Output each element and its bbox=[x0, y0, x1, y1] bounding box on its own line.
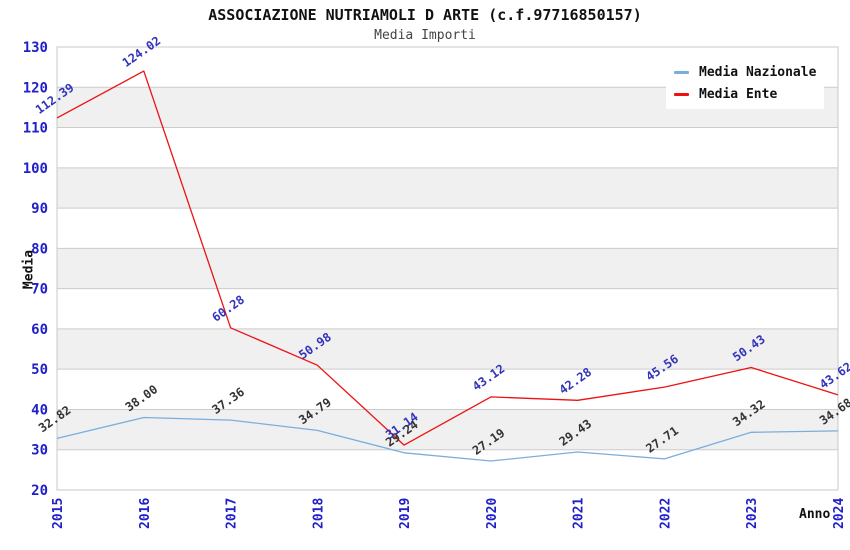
x-tick-label: 2021 bbox=[572, 498, 587, 529]
media-ente-line-swatch-icon bbox=[674, 92, 689, 96]
legend-label: Media Nazionale bbox=[699, 64, 817, 80]
chart-legend: Media Nazionale Media Ente bbox=[666, 57, 825, 109]
x-tick-label: 2020 bbox=[485, 498, 500, 529]
x-axis-title: Anno bbox=[799, 507, 831, 522]
legend-label: Media Ente bbox=[699, 86, 778, 102]
x-tick-label: 2023 bbox=[745, 498, 760, 529]
x-tick-label: 2017 bbox=[225, 498, 240, 529]
x-tick-label: 2016 bbox=[138, 498, 153, 529]
y-tick-label: 70 bbox=[31, 282, 48, 298]
chart-title: ASSOCIAZIONE NUTRIAMOLI D ARTE (c.f.9771… bbox=[208, 6, 642, 24]
series-line-media-ente bbox=[56, 70, 839, 446]
y-tick-label: 90 bbox=[31, 201, 48, 217]
x-tick-label: 2024 bbox=[832, 498, 847, 529]
x-tick-label: 2018 bbox=[311, 498, 326, 529]
y-tick-label: 100 bbox=[23, 161, 48, 177]
media-nazionale-line-swatch-icon bbox=[674, 70, 689, 74]
plot-border bbox=[56, 46, 839, 491]
plot-band bbox=[57, 208, 838, 249]
x-tick-label: 2022 bbox=[658, 498, 673, 529]
plot-band bbox=[57, 369, 838, 410]
y-tick-label: 20 bbox=[31, 483, 48, 499]
y-tick-label: 40 bbox=[31, 402, 48, 418]
plot-band bbox=[57, 409, 838, 450]
plot-band bbox=[57, 127, 838, 168]
plot-band bbox=[57, 167, 838, 209]
plot-band bbox=[57, 328, 838, 370]
plot-band bbox=[57, 248, 838, 289]
series-line-media-nazionale bbox=[56, 416, 839, 462]
legend-item-media-ente: Media Ente bbox=[674, 83, 816, 105]
y-tick-label: 30 bbox=[31, 443, 48, 459]
chart-subtitle: Media Importi bbox=[374, 28, 476, 43]
y-tick-label: 60 bbox=[31, 322, 48, 338]
y-tick-label: 130 bbox=[23, 40, 48, 56]
plot-band bbox=[57, 449, 838, 490]
x-tick-label: 2019 bbox=[398, 498, 413, 529]
y-tick-label: 120 bbox=[23, 80, 48, 96]
legend-item-media-nazionale: Media Nazionale bbox=[674, 61, 816, 83]
y-tick-label: 50 bbox=[31, 362, 48, 378]
plot-band bbox=[57, 288, 838, 329]
y-tick-label: 110 bbox=[23, 121, 48, 137]
y-tick-label: 80 bbox=[31, 241, 48, 257]
x-tick-label: 2015 bbox=[51, 498, 66, 529]
